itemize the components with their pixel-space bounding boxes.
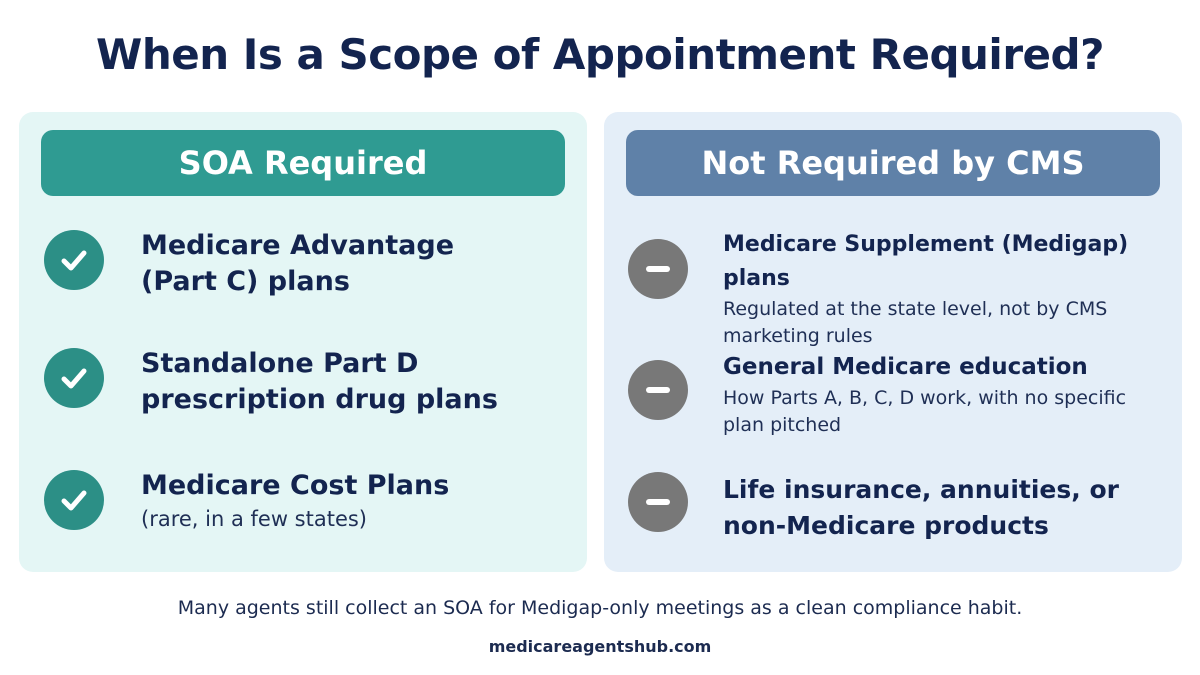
required-item-title-line1: Medicare Advantage xyxy=(141,230,455,261)
required-item-title-line2: (Part C) plans xyxy=(141,266,350,297)
required-item-title-line2: prescription drug plans xyxy=(141,384,498,415)
minus-icon xyxy=(628,239,688,299)
not-required-item-title: Medicare Supplement (Medigap) plans xyxy=(723,232,1129,291)
not-required-item-title-line2: non-Medicare products xyxy=(723,511,1049,540)
check-icon xyxy=(44,348,104,408)
required-item-title-line1: Standalone Part D xyxy=(141,348,419,379)
not-required-item-title-line1: Life insurance, annuities, or xyxy=(723,475,1119,504)
not-required-panel: Not Required by CMS Medicare Supplement … xyxy=(604,112,1182,572)
not-required-item-title: General Medicare education xyxy=(723,354,1088,380)
page-title: When Is a Scope of Appointment Required? xyxy=(96,30,1104,79)
not-required-item-note-line1: How Parts A, B, C, D work, with no speci… xyxy=(723,387,1127,409)
minus-icon xyxy=(628,472,688,532)
not-required-item-note-line2: marketing rules xyxy=(723,325,873,347)
check-icon xyxy=(44,470,104,530)
soa-required-header: SOA Required xyxy=(41,130,565,196)
not-required-header: Not Required by CMS xyxy=(626,130,1160,196)
not-required-item-note-line2: plan pitched xyxy=(723,414,842,436)
site-url: medicareagentshub.com xyxy=(488,637,712,656)
footnote: Many agents still collect an SOA for Med… xyxy=(177,597,1023,619)
required-item-title: Medicare Cost Plans xyxy=(141,470,450,501)
not-required-item-note-line1: Regulated at the state level, not by CMS xyxy=(723,298,1108,320)
soa-required-panel: SOA Required Medicare Advantage (Part C)… xyxy=(19,112,587,572)
check-icon xyxy=(44,230,104,290)
minus-icon xyxy=(628,360,688,420)
required-item-note: (rare, in a few states) xyxy=(141,507,367,531)
